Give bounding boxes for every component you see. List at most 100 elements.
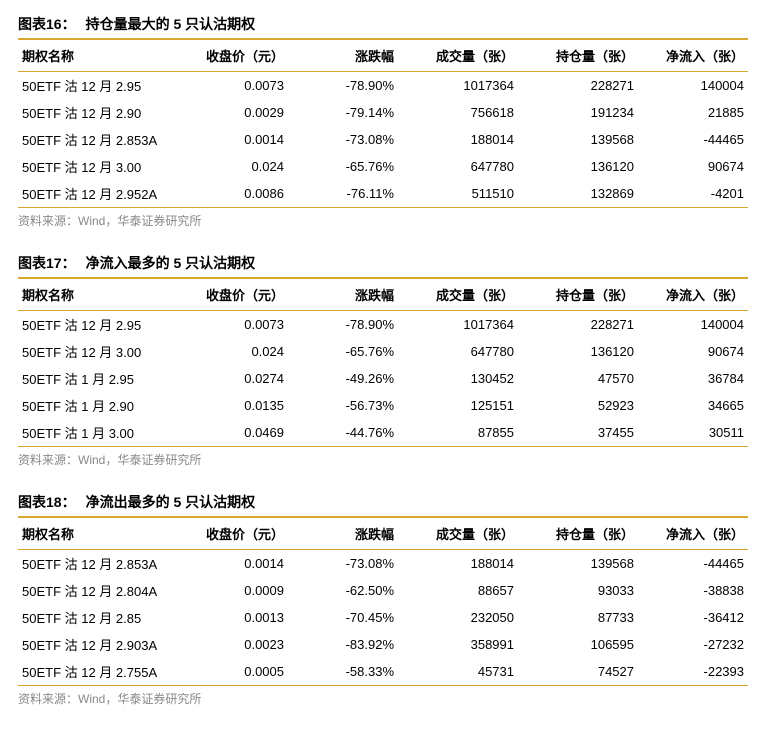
cell-oi: 93033 bbox=[518, 577, 638, 604]
cell-net: 90674 bbox=[638, 338, 748, 365]
table-name: 净流出最多的 5 只认沽期权 bbox=[86, 494, 256, 510]
col-vol: 成交量（张） bbox=[398, 279, 518, 311]
table-title: 图表16： 持仓量最大的 5 只认沽期权 bbox=[18, 14, 748, 40]
cell-chg: -49.26% bbox=[288, 365, 398, 392]
cell-vol: 1017364 bbox=[398, 311, 518, 339]
cell-net: -38838 bbox=[638, 577, 748, 604]
col-net: 净流入（张） bbox=[638, 40, 748, 72]
table-row: 50ETF 沽 12 月 2.853A0.0014-73.08%18801413… bbox=[18, 550, 748, 578]
cell-close: 0.0073 bbox=[168, 311, 288, 339]
cell-oi: 74527 bbox=[518, 658, 638, 686]
cell-net: -4201 bbox=[638, 180, 748, 208]
cell-net: 90674 bbox=[638, 153, 748, 180]
cell-name: 50ETF 沽 12 月 2.95 bbox=[18, 311, 168, 339]
cell-chg: -62.50% bbox=[288, 577, 398, 604]
table-row: 50ETF 沽 1 月 2.950.0274-49.26%13045247570… bbox=[18, 365, 748, 392]
cell-close: 0.0029 bbox=[168, 99, 288, 126]
cell-chg: -44.76% bbox=[288, 419, 398, 447]
cell-net: 21885 bbox=[638, 99, 748, 126]
table-row: 50ETF 沽 1 月 3.000.0469-44.76%87855374553… bbox=[18, 419, 748, 447]
table-row: 50ETF 沽 12 月 3.000.024-65.76%64778013612… bbox=[18, 153, 748, 180]
cell-net: 140004 bbox=[638, 72, 748, 100]
cell-oi: 132869 bbox=[518, 180, 638, 208]
cell-close: 0.0013 bbox=[168, 604, 288, 631]
cell-chg: -76.11% bbox=[288, 180, 398, 208]
col-chg: 涨跌幅 bbox=[288, 518, 398, 550]
data-table: 期权名称收盘价（元）涨跌幅成交量（张）持仓量（张）净流入（张）50ETF 沽 1… bbox=[18, 40, 748, 208]
table-row: 50ETF 沽 12 月 2.903A0.0023-83.92%35899110… bbox=[18, 631, 748, 658]
cell-net: 34665 bbox=[638, 392, 748, 419]
table-block: 图表16： 持仓量最大的 5 只认沽期权期权名称收盘价（元）涨跌幅成交量（张）持仓… bbox=[18, 14, 748, 229]
cell-close: 0.024 bbox=[168, 153, 288, 180]
table-row: 50ETF 沽 12 月 2.950.0073-78.90%1017364228… bbox=[18, 311, 748, 339]
cell-net: -44465 bbox=[638, 126, 748, 153]
col-oi: 持仓量（张） bbox=[518, 279, 638, 311]
cell-name: 50ETF 沽 12 月 2.853A bbox=[18, 126, 168, 153]
cell-vol: 188014 bbox=[398, 550, 518, 578]
col-net: 净流入（张） bbox=[638, 279, 748, 311]
col-net: 净流入（张） bbox=[638, 518, 748, 550]
cell-chg: -70.45% bbox=[288, 604, 398, 631]
cell-vol: 130452 bbox=[398, 365, 518, 392]
cell-oi: 136120 bbox=[518, 338, 638, 365]
cell-name: 50ETF 沽 12 月 2.755A bbox=[18, 658, 168, 686]
cell-name: 50ETF 沽 1 月 2.95 bbox=[18, 365, 168, 392]
cell-oi: 52923 bbox=[518, 392, 638, 419]
table-name: 持仓量最大的 5 只认沽期权 bbox=[86, 16, 256, 32]
cell-name: 50ETF 沽 12 月 2.903A bbox=[18, 631, 168, 658]
cell-close: 0.0274 bbox=[168, 365, 288, 392]
cell-net: 140004 bbox=[638, 311, 748, 339]
cell-name: 50ETF 沽 12 月 3.00 bbox=[18, 153, 168, 180]
cell-close: 0.024 bbox=[168, 338, 288, 365]
table-number: 图表16： bbox=[18, 16, 76, 32]
cell-chg: -78.90% bbox=[288, 311, 398, 339]
cell-oi: 136120 bbox=[518, 153, 638, 180]
table-row: 50ETF 沽 12 月 2.850.0013-70.45%2320508773… bbox=[18, 604, 748, 631]
table-row: 50ETF 沽 12 月 2.804A0.0009-62.50%88657930… bbox=[18, 577, 748, 604]
table-row: 50ETF 沽 12 月 2.952A0.0086-76.11%51151013… bbox=[18, 180, 748, 208]
cell-vol: 45731 bbox=[398, 658, 518, 686]
source-text: 资料来源：Wind，华泰证券研究所 bbox=[18, 212, 748, 229]
cell-close: 0.0135 bbox=[168, 392, 288, 419]
cell-net: -27232 bbox=[638, 631, 748, 658]
table-row: 50ETF 沽 12 月 2.950.0073-78.90%1017364228… bbox=[18, 72, 748, 100]
cell-oi: 139568 bbox=[518, 126, 638, 153]
cell-vol: 647780 bbox=[398, 153, 518, 180]
col-close: 收盘价（元） bbox=[168, 518, 288, 550]
cell-close: 0.0014 bbox=[168, 126, 288, 153]
table-row: 50ETF 沽 12 月 2.900.0029-79.14%7566181912… bbox=[18, 99, 748, 126]
cell-name: 50ETF 沽 12 月 3.00 bbox=[18, 338, 168, 365]
cell-chg: -56.73% bbox=[288, 392, 398, 419]
cell-vol: 87855 bbox=[398, 419, 518, 447]
cell-oi: 106595 bbox=[518, 631, 638, 658]
cell-name: 50ETF 沽 12 月 2.85 bbox=[18, 604, 168, 631]
cell-name: 50ETF 沽 12 月 2.95 bbox=[18, 72, 168, 100]
table-block: 图表18：净流出最多的 5 只认沽期权期权名称收盘价（元）涨跌幅成交量（张）持仓… bbox=[18, 492, 748, 707]
table-block: 图表17： 净流入最多的 5 只认沽期权期权名称收盘价（元）涨跌幅成交量（张）持仓… bbox=[18, 253, 748, 468]
table-number: 图表17： bbox=[18, 255, 76, 271]
cell-chg: -78.90% bbox=[288, 72, 398, 100]
cell-chg: -73.08% bbox=[288, 126, 398, 153]
cell-net: -44465 bbox=[638, 550, 748, 578]
cell-net: 36784 bbox=[638, 365, 748, 392]
cell-name: 50ETF 沽 12 月 2.853A bbox=[18, 550, 168, 578]
cell-oi: 87733 bbox=[518, 604, 638, 631]
data-table: 期权名称收盘价（元）涨跌幅成交量（张）持仓量（张）净流入（张）50ETF 沽 1… bbox=[18, 279, 748, 447]
cell-chg: -79.14% bbox=[288, 99, 398, 126]
cell-close: 0.0005 bbox=[168, 658, 288, 686]
col-chg: 涨跌幅 bbox=[288, 40, 398, 72]
cell-oi: 191234 bbox=[518, 99, 638, 126]
col-name: 期权名称 bbox=[18, 40, 168, 72]
cell-vol: 756618 bbox=[398, 99, 518, 126]
col-close: 收盘价（元） bbox=[168, 279, 288, 311]
cell-chg: -65.76% bbox=[288, 153, 398, 180]
cell-oi: 47570 bbox=[518, 365, 638, 392]
cell-vol: 358991 bbox=[398, 631, 518, 658]
cell-close: 0.0469 bbox=[168, 419, 288, 447]
cell-oi: 139568 bbox=[518, 550, 638, 578]
col-oi: 持仓量（张） bbox=[518, 518, 638, 550]
cell-oi: 228271 bbox=[518, 72, 638, 100]
table-name: 净流入最多的 5 只认沽期权 bbox=[86, 255, 256, 271]
col-name: 期权名称 bbox=[18, 518, 168, 550]
table-row: 50ETF 沽 12 月 3.000.024-65.76%64778013612… bbox=[18, 338, 748, 365]
